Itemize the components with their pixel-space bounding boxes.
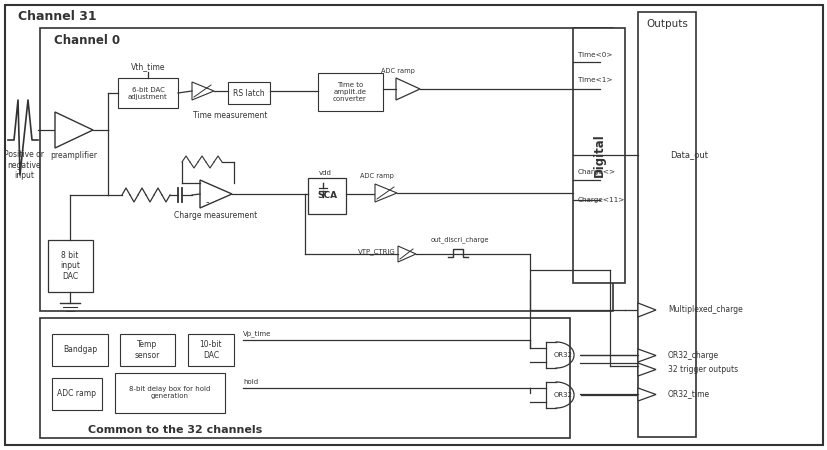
Text: Temp
sensor: Temp sensor [134,340,160,360]
Text: vdd: vdd [318,170,331,176]
Text: ADC ramp: ADC ramp [360,173,394,179]
Text: Channel 0: Channel 0 [54,33,120,46]
Text: 32 trigger outputs: 32 trigger outputs [667,364,737,373]
Text: preamplifier: preamplifier [50,150,98,159]
Bar [118,78,178,108]
Text: Digital: Digital [592,133,605,177]
Text: Vth_time: Vth_time [131,63,165,72]
Text: Outputs: Outputs [645,19,687,29]
Text: Common to the 32 channels: Common to the 32 channels [88,425,262,435]
Bar [308,178,346,214]
Bar [52,334,108,366]
Text: out_discri_charge: out_discri_charge [430,237,489,243]
Polygon shape [375,184,396,202]
Text: Vp_time: Vp_time [242,331,271,338]
Text: Multiplexed_charge: Multiplexed_charge [667,306,742,315]
Text: Data_out: Data_out [669,150,707,159]
Polygon shape [638,363,655,376]
Text: Positive or
negative
input: Positive or negative input [4,150,44,180]
Text: Bandgap: Bandgap [63,346,97,355]
Text: hold: hold [242,379,258,385]
Polygon shape [638,303,655,317]
Text: OR32: OR32 [552,352,571,358]
Polygon shape [55,112,93,148]
Bar [638,12,696,437]
Text: RS latch: RS latch [233,89,265,98]
Bar [48,240,93,292]
Text: Time to
amplit.de
converter: Time to amplit.de converter [332,82,366,102]
Text: 6-bit DAC
adjustment: 6-bit DAC adjustment [128,86,168,99]
Polygon shape [395,78,419,100]
Bar [188,334,234,366]
Bar [318,73,383,111]
Text: ADC ramp: ADC ramp [57,390,97,399]
Polygon shape [638,388,655,401]
Text: Time<1>: Time<1> [577,77,612,83]
Text: OR32_time: OR32_time [667,390,710,399]
Polygon shape [200,180,232,208]
Text: -: - [205,197,208,207]
Polygon shape [192,82,213,100]
Text: Charge<>: Charge<> [577,169,615,175]
Text: 8 bit
input
DAC: 8 bit input DAC [60,251,80,281]
Bar [40,318,569,438]
Text: Time measurement: Time measurement [193,111,267,120]
Text: Charge<11>: Charge<11> [577,197,624,203]
Text: Channel 31: Channel 31 [18,9,97,22]
Text: ADC ramp: ADC ramp [380,68,414,74]
Text: 10-bit
DAC: 10-bit DAC [199,340,222,360]
Text: SCA: SCA [317,190,337,199]
Text: Charge measurement: Charge measurement [174,211,257,220]
Text: 8-bit delay box for hold
generation: 8-bit delay box for hold generation [129,387,210,400]
Bar [120,334,174,366]
Text: Time<0>: Time<0> [577,52,612,58]
Text: OR32: OR32 [552,392,571,398]
Bar [52,378,102,410]
Bar [572,28,624,283]
Polygon shape [398,246,415,262]
Polygon shape [638,349,655,362]
Text: OR32_charge: OR32_charge [667,351,719,360]
Bar [115,373,225,413]
Bar [227,82,270,104]
Text: VTP_CTRIG: VTP_CTRIG [357,248,395,256]
Bar [40,28,612,311]
